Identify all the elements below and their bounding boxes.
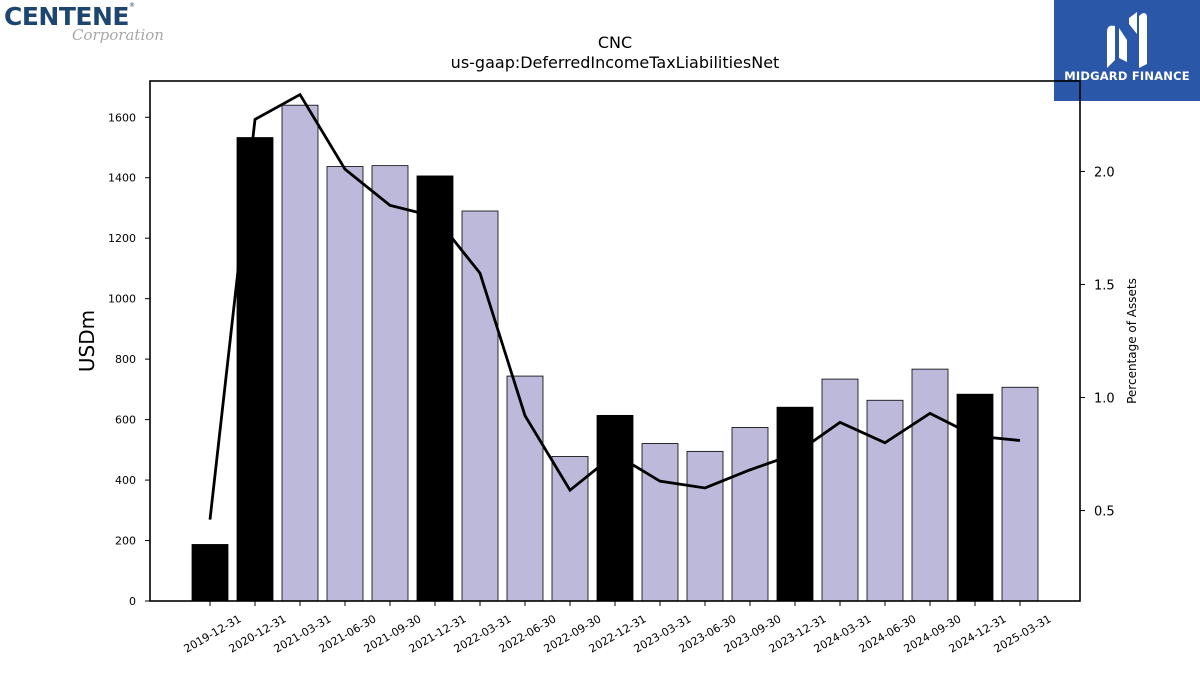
bar-2021-06-30: [326, 166, 364, 602]
centene-logo-subtitle: Corporation: [72, 26, 164, 44]
bar-2021-09-30: [371, 165, 409, 602]
bar-2020-12-31: [236, 137, 274, 602]
y-tick-label: 1400: [108, 172, 136, 185]
bar-2025-03-31: [1001, 386, 1039, 602]
bar-2022-09-30: [551, 456, 589, 602]
y2-tick-label: 2.0: [1094, 165, 1115, 180]
bar-2023-06-30: [686, 450, 724, 602]
y2-axis-label: Percentage of Assets: [1125, 278, 1139, 404]
y-tick-label: 1000: [108, 293, 136, 306]
chart-subtitle: us-gaap:DeferredIncomeTaxLiabilitiesNet: [451, 53, 780, 72]
y-tick-label: 1600: [108, 111, 136, 124]
bar-2024-03-31: [821, 378, 859, 602]
percentage-line-series: [208, 92, 1021, 520]
bar-series: [191, 104, 1039, 602]
bar-2021-03-31: [281, 104, 319, 602]
bar-2024-12-31: [956, 393, 994, 602]
bar-2022-03-31: [461, 210, 499, 602]
y-tick-label: 600: [115, 414, 136, 427]
y-tick-label: 200: [115, 535, 136, 548]
bar-2024-09-30: [911, 368, 949, 602]
midgard-finance-name: MIDGARD FINANCE: [1064, 69, 1190, 83]
chart-title: CNC: [598, 33, 632, 52]
y2-tick-label: 1.0: [1094, 392, 1115, 407]
y-axis-label: USDm: [75, 310, 99, 372]
midgard-m-icon: [1107, 12, 1147, 69]
y-tick-label: 1200: [108, 232, 136, 245]
bar-2023-12-31: [776, 406, 814, 602]
bar-2022-06-30: [506, 375, 544, 602]
y-tick-label: 400: [115, 474, 136, 487]
midgard-finance-logo: MIDGARD FINANCE: [1054, 0, 1200, 101]
registered-mark: ®: [128, 2, 135, 9]
bar-2024-06-30: [866, 399, 904, 602]
y-tick-label: 0: [129, 595, 136, 608]
bar-2019-12-31: [191, 544, 229, 602]
bar-2023-03-31: [641, 443, 679, 602]
y-tick-label: 800: [115, 353, 136, 366]
y2-tick-label: 0.5: [1094, 505, 1115, 520]
percentage-of-assets-line: [208, 92, 1021, 520]
centene-logo: CENTENE® Corporation: [4, 2, 184, 48]
y2-tick-label: 1.5: [1094, 278, 1115, 293]
centene-logo-text: CENTENE: [4, 2, 129, 31]
bar-2021-12-31: [416, 175, 454, 602]
centene-logo-wordmark: CENTENE®: [4, 2, 135, 31]
bar-2022-12-31: [596, 414, 634, 602]
bar-2023-09-30: [731, 427, 769, 602]
